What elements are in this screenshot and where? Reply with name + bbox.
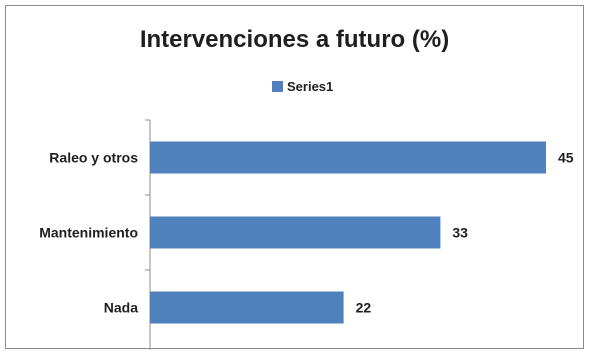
legend-label: Series1 [287, 79, 334, 94]
data-label: 45 [558, 150, 574, 166]
bar [150, 291, 344, 324]
bar [150, 216, 441, 249]
chart-legend: Series1 [272, 79, 333, 94]
category-label: Raleo y otros [49, 150, 138, 166]
category-label: Nada [104, 300, 138, 316]
legend-swatch [272, 81, 283, 92]
data-label: 22 [356, 300, 372, 316]
data-label: 33 [452, 225, 468, 241]
category-label: Mantenimiento [39, 225, 138, 241]
bar [150, 141, 546, 174]
chart-title: Intervenciones a futuro (%) [139, 26, 450, 53]
